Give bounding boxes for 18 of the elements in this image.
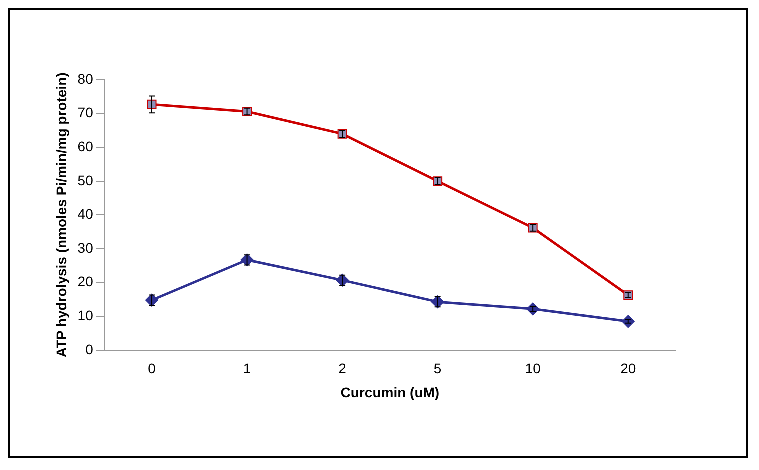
y-tick-label: 20 (78, 274, 94, 290)
x-axis-title: Curcumin (uM) (340, 384, 440, 400)
y-tick-label: 0 (86, 341, 94, 358)
y-tick-label: 70 (78, 104, 94, 121)
x-tick-label: 10 (525, 360, 542, 377)
y-tick-label: 50 (78, 172, 94, 188)
y-tick-label: 80 (78, 70, 94, 87)
x-tick-label: 20 (620, 360, 636, 377)
y-tick-label: 60 (78, 138, 94, 154)
x-tick-label: 1 (243, 360, 252, 377)
y-tick-label: 30 (78, 240, 94, 256)
x-tick-label: 0 (148, 360, 156, 377)
x-tick-label: 2 (338, 360, 347, 377)
y-tick-label: 40 (78, 206, 94, 222)
point (526, 302, 540, 316)
y-axis-title: ATP hydrolysis (nmoles Pi/min/mg protein) (53, 72, 70, 358)
y-tick-label: 10 (78, 307, 94, 324)
x-tick-label: 5 (434, 360, 442, 377)
